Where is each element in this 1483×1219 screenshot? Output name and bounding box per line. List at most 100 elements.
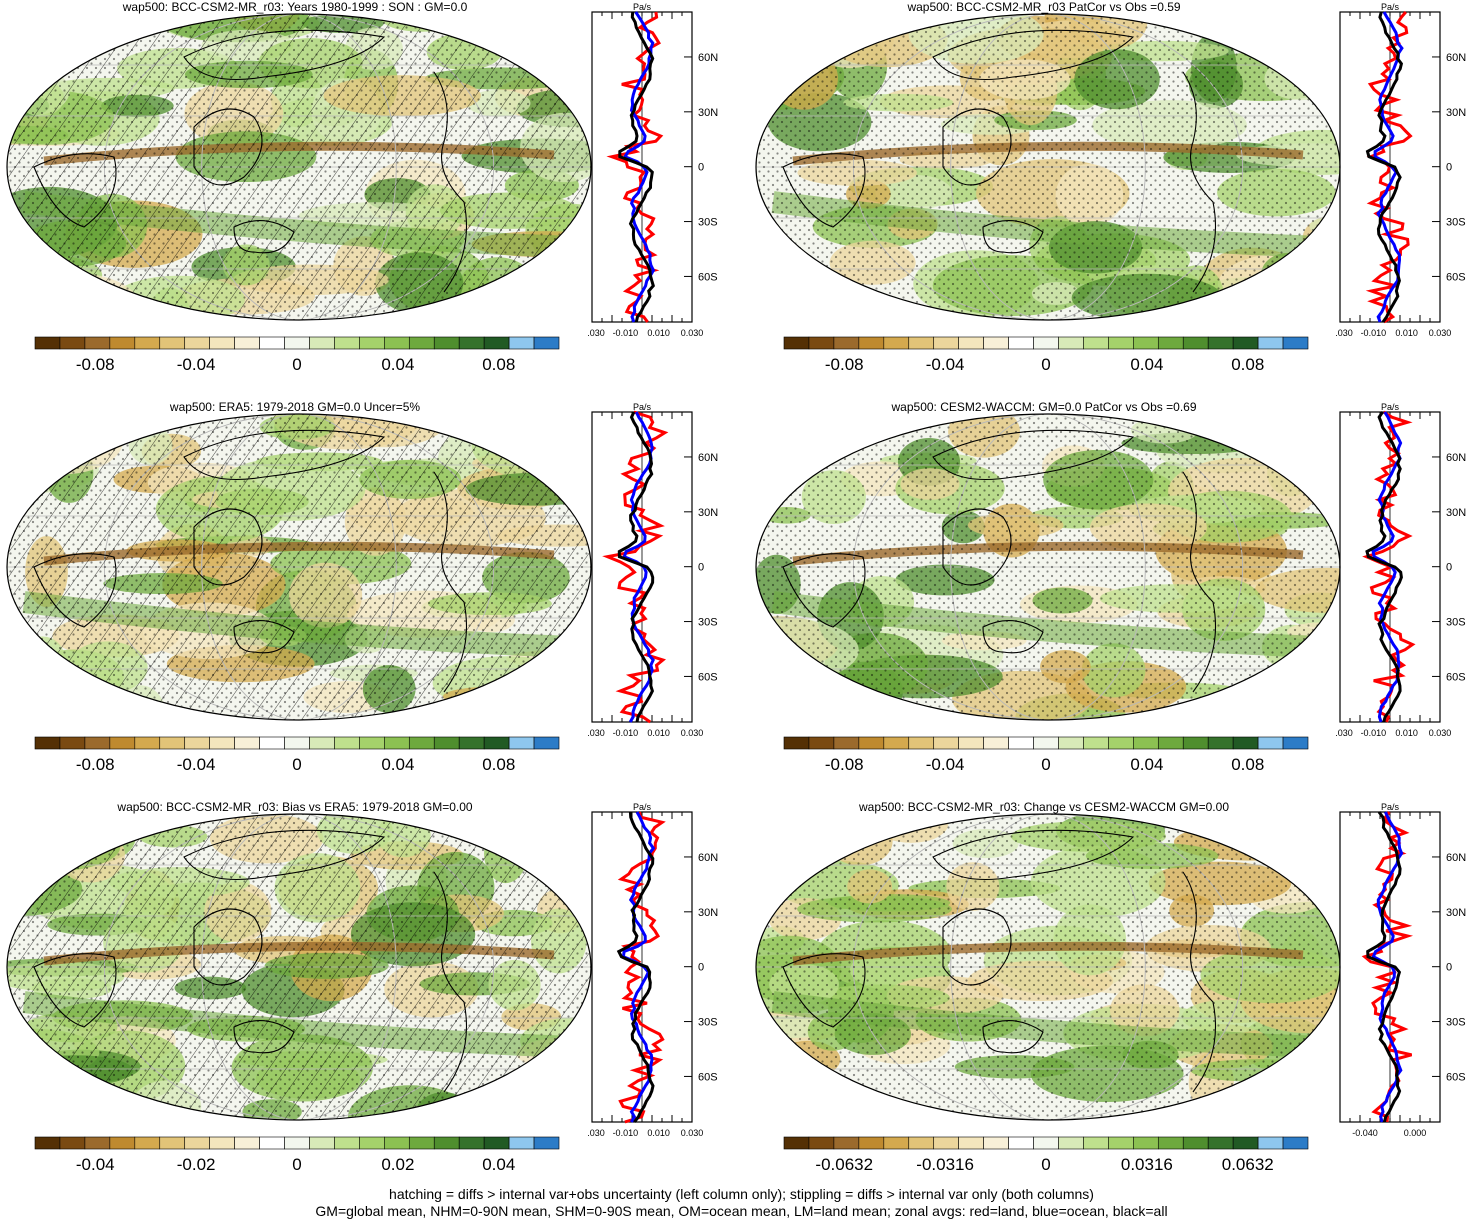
field-patch (487, 816, 591, 850)
colorbar-swatch (833, 336, 860, 350)
footer-note-1: hatching = diffs > internal var+obs unce… (389, 1186, 1094, 1202)
colorbar-swatch (1232, 736, 1259, 750)
zonal-tick-label: 0.010 (647, 1128, 670, 1138)
colorbar-swatch (209, 736, 235, 750)
map-outline (6, 813, 592, 1121)
colorbar-swatch (983, 336, 1009, 350)
colorbar-swatch (109, 736, 136, 750)
colorbar-swatch (958, 736, 984, 750)
colorbar-swatch (209, 336, 235, 350)
latitude-tick-label: 0 (1446, 162, 1452, 174)
latitude-tick-label: 60N (1446, 852, 1466, 864)
colorbar-swatch (808, 336, 835, 350)
colorbar-swatch (159, 1136, 186, 1150)
colorbar: -0.0632 -0.0316 0 0.0316 0.0632 (783, 1136, 1309, 1174)
map-plot (6, 13, 592, 321)
zonal-unit-label: Pa/s (633, 802, 652, 812)
field-patch (756, 708, 788, 720)
colorbar-swatch (1282, 736, 1309, 750)
colorbar-swatch (184, 336, 210, 350)
latitude-tick-label: 30N (1446, 107, 1466, 119)
colorbar-label: -0.0316 (916, 1155, 974, 1174)
colorbar-swatch (1108, 336, 1134, 350)
field-patch (1289, 846, 1340, 892)
colorbar-swatch (234, 736, 260, 750)
field-patch (482, 414, 591, 462)
map-outline (6, 413, 592, 721)
colorbar-swatch (833, 1136, 860, 1150)
zonal-tick-label: 0.010 (1395, 328, 1418, 338)
colorbar-label: 0 (292, 1155, 301, 1174)
colorbar-label: 0.02 (381, 1155, 414, 1174)
colorbar-swatch (109, 336, 136, 350)
colorbar-swatch (259, 736, 285, 750)
zonal-unit-label: Pa/s (633, 2, 652, 12)
field-patch (7, 469, 30, 518)
panel-title: wap500: CESM2-WACCM: GM=0.0 PatCor vs Ob… (891, 400, 1197, 414)
colorbar-swatch (908, 736, 935, 750)
field-patch (453, 414, 497, 438)
colorbar-label: 0.04 (1130, 755, 1163, 774)
colorbar-swatch (359, 1136, 385, 1150)
colorbar-swatch (34, 736, 61, 750)
colorbar-swatch (458, 336, 485, 350)
field-patch (756, 678, 838, 720)
colorbar-label: -0.08 (76, 755, 115, 774)
field-patch (1269, 687, 1323, 720)
zonal-curve-all (616, 811, 655, 1123)
zonal-tick-label: -0.030 (1336, 328, 1353, 338)
colorbar-label: -0.08 (825, 355, 864, 374)
colorbar-swatch (858, 336, 885, 350)
latitude-tick-label: 0 (1446, 562, 1452, 574)
colorbar-swatch (84, 336, 111, 350)
latitude-tick-label: 30S (698, 617, 718, 629)
latitude-tick-label: 60S (1446, 1071, 1466, 1083)
colorbar-swatch (259, 1136, 285, 1150)
zonal-curve-land (1365, 11, 1413, 324)
zonal-tick-label: 0.030 (1429, 728, 1452, 738)
field-patch (7, 34, 51, 89)
colorbar-swatch (858, 1136, 885, 1150)
field-patch (1200, 14, 1299, 38)
colorbar-swatch (1008, 1136, 1034, 1150)
colorbar-swatch (1257, 1136, 1284, 1150)
field-patch (7, 252, 53, 315)
colorbar-label: -0.04 (177, 355, 216, 374)
colorbar-swatch (59, 736, 86, 750)
colorbar-label: 0.04 (381, 755, 414, 774)
latitude-tick-label: 60N (1446, 52, 1466, 64)
zonal-curve-all (1366, 811, 1402, 1123)
zonal-tick-label: -0.040 (1352, 1128, 1378, 1138)
colorbar-swatch (1182, 1136, 1209, 1150)
colorbar-swatch (783, 736, 810, 750)
colorbar-label: 0.08 (482, 355, 515, 374)
colorbar-swatch (334, 736, 360, 750)
hatching-overlay (7, 814, 591, 1120)
field-patch (756, 644, 794, 680)
zonal-curve-all (1365, 11, 1404, 323)
colorbar-swatch (508, 1136, 535, 1150)
colorbar-swatch (1058, 1136, 1084, 1150)
zonal-unit-label: Pa/s (1381, 402, 1400, 412)
colorbar-swatch (483, 1136, 510, 1150)
field-patch (464, 16, 547, 42)
zonal-tick-label: 0.030 (681, 328, 704, 338)
field-patch (1255, 425, 1340, 459)
panel-p4: wap500: CESM2-WACCM: GM=0.0 PatCor vs Ob… (749, 400, 1483, 806)
colorbar-swatch (483, 336, 510, 350)
colorbar-swatch (1083, 736, 1109, 750)
colorbar-swatch (883, 336, 910, 350)
latitude-tick-label: 60S (698, 1071, 718, 1083)
field-patch (539, 835, 591, 892)
zonal-curve-land (602, 410, 669, 724)
colorbar-swatch (359, 336, 385, 350)
colorbar-swatch (1207, 336, 1234, 350)
colorbar-label: 0.08 (1231, 355, 1264, 374)
colorbar-swatch (883, 736, 910, 750)
colorbar-swatch (309, 1136, 335, 1150)
colorbar-swatch (533, 1136, 560, 1150)
colorbar-swatch (1058, 736, 1084, 750)
panel-p5: wap500: BCC-CSM2-MR_r03: Bias vs ERA5: 1… (0, 800, 741, 1206)
field-patch (794, 814, 917, 822)
field-patch (548, 1055, 591, 1083)
